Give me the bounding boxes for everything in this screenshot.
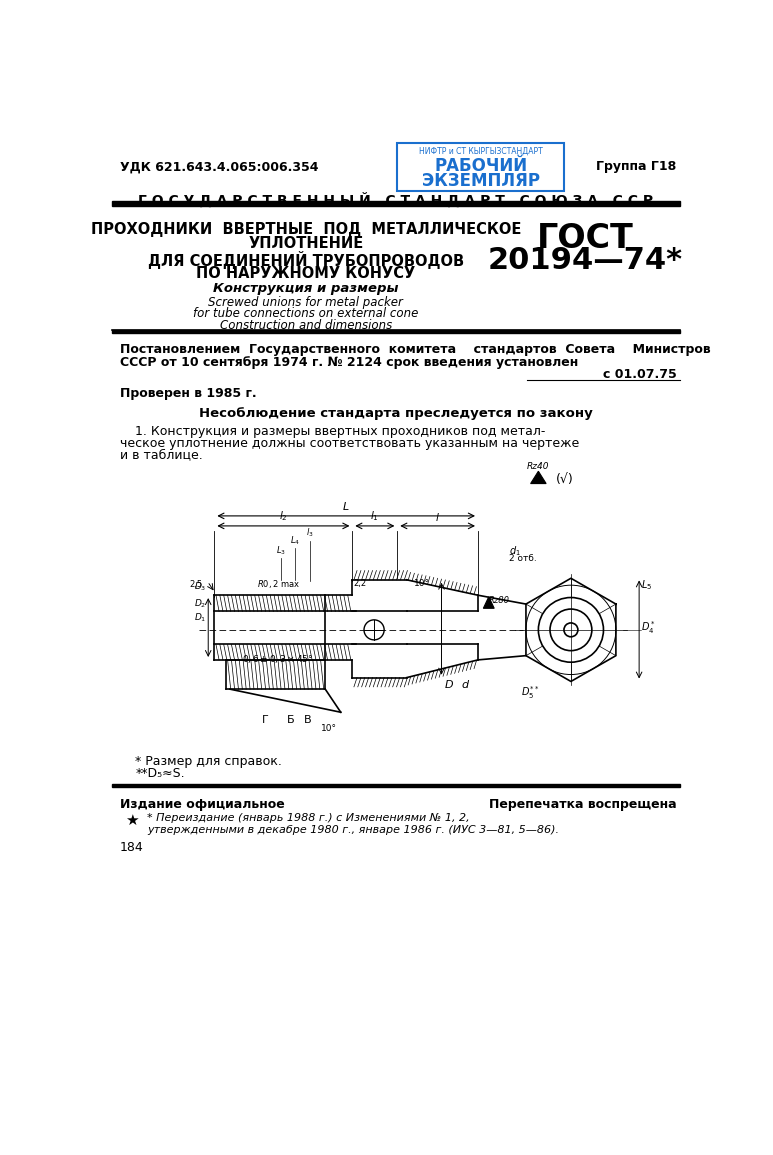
Text: 2,5: 2,5 <box>189 580 203 589</box>
Text: Rz40: Rz40 <box>527 462 550 471</box>
Text: ПО НАРУЖНОМУ КОНУСУ: ПО НАРУЖНОМУ КОНУСУ <box>196 266 416 281</box>
Polygon shape <box>530 471 547 484</box>
Text: $D_2$: $D_2$ <box>194 597 206 610</box>
Text: Б: Б <box>287 715 295 724</box>
Text: 1. Конструкция и размеры ввертных проходников под метал­: 1. Конструкция и размеры ввертных проход… <box>135 425 546 438</box>
Text: 20194—74*: 20194—74* <box>487 246 683 275</box>
Text: Группа Г18: Группа Г18 <box>596 161 676 173</box>
Text: **D₅≈S.: **D₅≈S. <box>135 767 185 780</box>
Text: 10°: 10° <box>414 579 431 588</box>
Polygon shape <box>483 597 494 609</box>
Text: и в таблице.: и в таблице. <box>120 448 203 461</box>
Text: ПРОХОДНИКИ  ВВЕРТНЫЕ  ПОД  МЕТАЛЛИЧЕСКОЕ: ПРОХОДНИКИ ВВЕРТНЫЕ ПОД МЕТАЛЛИЧЕСКОЕ <box>90 222 521 237</box>
Text: НИФТР и СТ КЫРГЫЗСТАНДАРТ: НИФТР и СТ КЫРГЫЗСТАНДАРТ <box>419 147 543 155</box>
Text: $l$: $l$ <box>435 511 440 523</box>
Text: Перепечатка воспрещена: Перепечатка воспрещена <box>489 798 676 811</box>
Text: ★: ★ <box>124 813 138 828</box>
Text: СССР от 10 сентября 1974 г. № 2124 срок введения установлен: СССР от 10 сентября 1974 г. № 2124 срок … <box>120 356 578 368</box>
Text: ЭКЗЕМПЛЯР: ЭКЗЕМПЛЯР <box>421 172 540 191</box>
Text: В: В <box>304 715 312 724</box>
Text: $L_4$: $L_4$ <box>290 535 300 546</box>
Text: $D_3$: $D_3$ <box>194 581 206 593</box>
Text: $l_2$: $l_2$ <box>279 509 288 523</box>
Text: ГОСТ: ГОСТ <box>536 222 633 255</box>
Text: $L_5$: $L_5$ <box>642 579 652 593</box>
Text: $d$: $d$ <box>461 678 470 690</box>
Text: Screwed unions for metal packer: Screwed unions for metal packer <box>209 296 404 308</box>
Text: Несоблюдение стандарта преследуется по закону: Несоблюдение стандарта преследуется по з… <box>199 407 593 419</box>
Text: * Переиздание (январь 1988 г.) с Изменениями № 1, 2,: * Переиздание (январь 1988 г.) с Изменен… <box>147 813 470 824</box>
Text: РАБОЧИЙ: РАБОЧИЙ <box>434 157 527 176</box>
Text: 10°: 10° <box>321 724 337 732</box>
Text: * Размер для справок.: * Размер для справок. <box>135 754 282 768</box>
Text: ДЛЯ СОЕДИНЕНИЙ ТРУБОПРОВОДОВ: ДЛЯ СОЕДИНЕНИЙ ТРУБОПРОВОДОВ <box>148 251 464 269</box>
Text: $L$: $L$ <box>342 500 350 512</box>
Text: Конструкция и размеры: Конструкция и размеры <box>213 282 399 295</box>
Text: Rz80: Rz80 <box>489 596 509 605</box>
Text: $D_4^*$: $D_4^*$ <box>642 619 656 636</box>
Text: $D_1$: $D_1$ <box>194 611 206 624</box>
FancyBboxPatch shape <box>397 143 564 191</box>
Text: 184: 184 <box>120 841 144 854</box>
Text: $L_3$: $L_3$ <box>276 544 286 557</box>
Text: $l_3$: $l_3$ <box>306 527 314 539</box>
Text: Construction and dimensions: Construction and dimensions <box>220 319 392 331</box>
Text: $D$: $D$ <box>444 678 454 690</box>
Text: Издание официальное: Издание официальное <box>120 798 284 811</box>
Text: УПЛОТНЕНИЕ: УПЛОТНЕНИЕ <box>248 237 363 252</box>
Text: с 01.07.75: с 01.07.75 <box>603 368 676 381</box>
Text: Проверен в 1985 г.: Проверен в 1985 г. <box>120 387 257 401</box>
Text: утвержденными в декабре 1980 г., январе 1986 г. (ИУС 3—81, 5—86).: утвержденными в декабре 1980 г., январе … <box>147 825 559 835</box>
Text: $D_5^{**}$: $D_5^{**}$ <box>521 684 540 701</box>
Text: Г О С У Д А Р С Т В Е Н Н Ы Й   С Т А Н Д А Р Т   С О Ю З А   С С Р: Г О С У Д А Р С Т В Е Н Н Ы Й С Т А Н Д … <box>138 193 653 208</box>
Text: Постановлением  Государственного  комитета    стандартов  Совета    Министров: Постановлением Государственного комитета… <box>120 343 710 357</box>
Text: УДК 621.643.4.065:006.354: УДК 621.643.4.065:006.354 <box>120 161 318 173</box>
Text: $0,6 \pm 0,3 \times 45°$: $0,6 \pm 0,3 \times 45°$ <box>242 653 314 665</box>
Text: Г: Г <box>262 715 269 724</box>
Text: for tube connections on external cone: for tube connections on external cone <box>193 307 418 320</box>
Bar <box>112 201 680 207</box>
Bar <box>112 329 680 333</box>
Text: ческое уплотнение должны соответствовать указанным на чертеже: ческое уплотнение должны соответствовать… <box>120 437 579 449</box>
Text: $d_1$: $d_1$ <box>509 544 521 558</box>
Text: 2,2: 2,2 <box>353 579 366 588</box>
Text: $l_1$: $l_1$ <box>370 509 380 523</box>
Text: 2 отб.: 2 отб. <box>509 554 536 564</box>
Bar <box>112 784 680 787</box>
Text: (√): (√) <box>556 474 573 486</box>
Text: $R0,2$ max: $R0,2$ max <box>257 578 301 589</box>
